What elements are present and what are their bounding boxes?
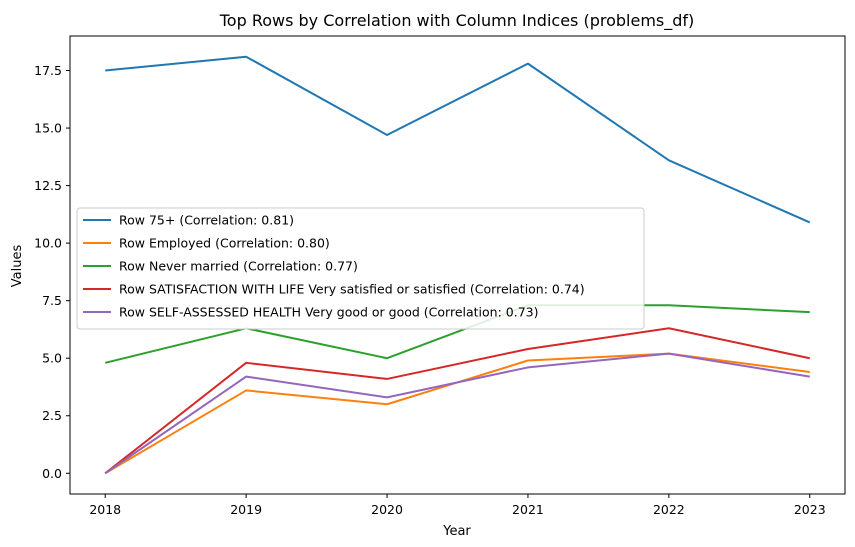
legend-box <box>76 207 645 330</box>
legend-label-2: Row Employed (Correlation: 0.80) <box>119 236 330 251</box>
legend-label-1: Row 75+ (Correlation: 0.81) <box>119 213 294 228</box>
series-line-4 <box>104 327 810 475</box>
series-line-1 <box>105 55 811 224</box>
series-line-5 <box>104 352 810 475</box>
y-tick-label: 15.0 <box>34 121 62 136</box>
series-line-2 <box>104 352 810 475</box>
plot-area: 2018 2019 2020 2021 2022 2023 0.0 2.5 5.0 7.5 10.0… <box>34 35 846 517</box>
x-tick-label: 2022 <box>653 502 685 517</box>
x-tick-label: 2023 <box>794 502 826 517</box>
plot-frame <box>69 35 846 495</box>
chart-title: Top Rows by Correlation with Column Indi… <box>219 11 695 31</box>
y-tick-label: 12.5 <box>34 178 62 193</box>
legend-label-5: Row SELF-ASSESSED HEALTH Very good or go… <box>119 305 539 320</box>
x-tick-label: 2021 <box>512 502 544 517</box>
x-tick-label: 2020 <box>371 502 403 517</box>
y-tick-label: 2.5 <box>42 408 62 423</box>
legend-label-3: Row Never married (Correlation: 0.77) <box>119 259 358 274</box>
y-tick-label: 5.0 <box>42 351 62 366</box>
x-axis-label: Year <box>442 524 471 539</box>
y-tick-label: 10.0 <box>34 236 62 251</box>
x-tick-label: 2018 <box>89 502 121 517</box>
legend-label-4: Row SATISFACTION WITH LIFE Very satisfie… <box>119 282 585 297</box>
x-tick-label: 2019 <box>230 502 262 517</box>
y-tick-label: 17.5 <box>34 63 62 78</box>
y-tick-label: 7.5 <box>42 293 62 308</box>
legend: Row 75+ (Correlation: 0.81) Row Employed … <box>76 207 645 330</box>
y-axis-label: Values <box>10 245 25 288</box>
series-line-3 <box>104 304 810 364</box>
y-tick-label: 0.0 <box>42 466 62 481</box>
